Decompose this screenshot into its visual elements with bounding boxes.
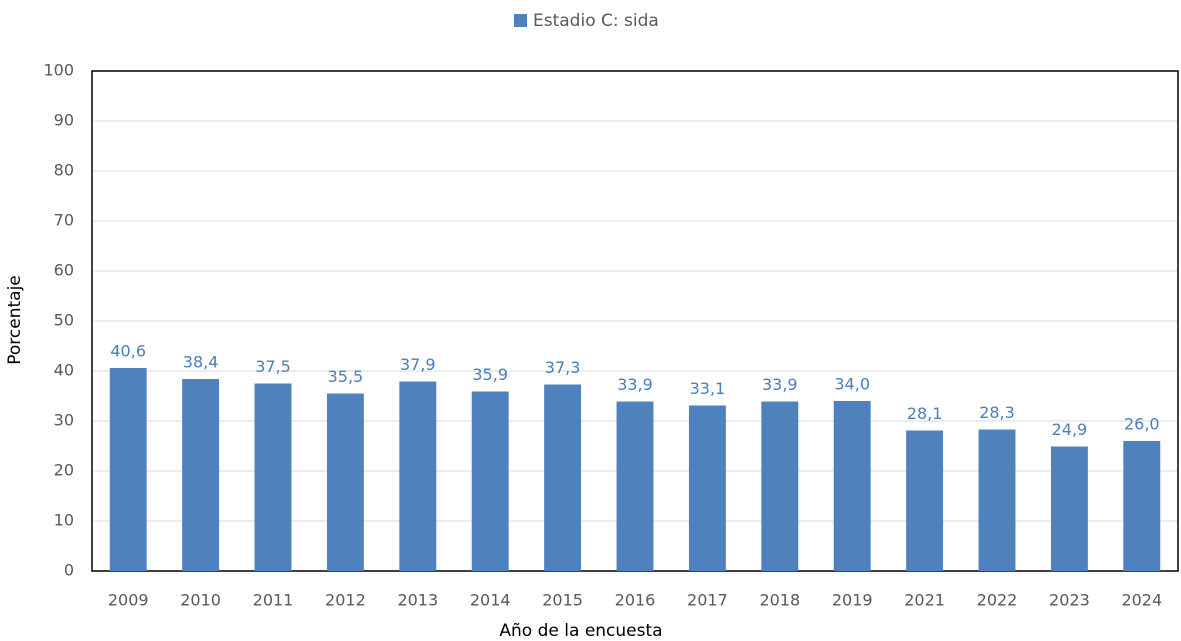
value-label: 28,1	[907, 404, 943, 423]
x-tick-label: 2012	[325, 591, 366, 610]
value-label: 33,1	[690, 379, 726, 398]
bar	[978, 429, 1016, 571]
bar	[182, 379, 220, 571]
value-label: 37,9	[400, 355, 436, 374]
y-tick-label: 10	[54, 511, 74, 530]
x-tick-label: 2022	[977, 591, 1018, 610]
bar	[833, 401, 871, 571]
value-label: 37,3	[545, 358, 581, 377]
x-tick-label: 2010	[180, 591, 221, 610]
x-tick-label: 2017	[687, 591, 728, 610]
x-tick-label: 2015	[542, 591, 583, 610]
x-axis-label: Año de la encuesta	[499, 621, 662, 641]
x-tick-label: 2011	[253, 591, 294, 610]
legend-label: Estadio C: sida	[533, 11, 659, 31]
x-tick-label: 2024	[1121, 591, 1162, 610]
y-tick-label: 60	[54, 261, 74, 280]
bar	[906, 430, 944, 571]
bar	[688, 405, 726, 571]
x-tick-label: 2019	[832, 591, 873, 610]
bar	[544, 384, 582, 571]
bar	[761, 401, 799, 571]
bar	[109, 368, 147, 571]
bar	[1050, 446, 1088, 571]
value-label: 35,5	[328, 367, 364, 386]
value-label: 24,9	[1052, 420, 1088, 439]
y-axis-label: Porcentaje	[5, 275, 25, 365]
legend-swatch	[514, 14, 527, 27]
y-tick-label: 80	[54, 161, 74, 180]
bar	[1123, 441, 1161, 571]
x-tick-label: 2021	[904, 591, 945, 610]
x-tick-label: 2018	[759, 591, 800, 610]
value-label: 35,9	[472, 365, 508, 384]
x-tick-label: 2009	[108, 591, 149, 610]
value-label: 28,3	[979, 403, 1015, 422]
x-tick-label: 2023	[1049, 591, 1090, 610]
bar	[254, 383, 292, 571]
x-tick-label: 2014	[470, 591, 511, 610]
x-tick-label: 2016	[615, 591, 656, 610]
y-tick-label: 30	[54, 411, 74, 430]
bar	[326, 393, 364, 571]
bar	[616, 401, 654, 571]
value-label: 33,9	[762, 375, 798, 394]
value-label: 40,6	[110, 342, 146, 361]
value-label: 37,5	[255, 357, 291, 376]
value-label: 33,9	[617, 375, 653, 394]
y-tick-label: 0	[64, 561, 74, 580]
value-label: 38,4	[183, 353, 219, 372]
bar	[471, 391, 509, 571]
y-tick-label: 90	[54, 111, 74, 130]
value-label: 26,0	[1124, 415, 1160, 434]
y-tick-label: 20	[54, 461, 74, 480]
bar	[399, 381, 437, 571]
y-tick-label: 100	[43, 61, 74, 80]
y-tick-label: 50	[54, 311, 74, 330]
x-tick-label: 2013	[397, 591, 438, 610]
y-tick-label: 70	[54, 211, 74, 230]
y-tick-label: 40	[54, 361, 74, 380]
value-label: 34,0	[834, 375, 870, 394]
